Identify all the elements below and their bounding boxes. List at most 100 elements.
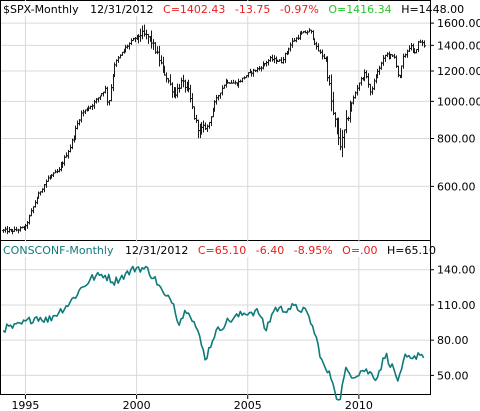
price-bar (34, 200, 37, 208)
price-bar (15, 226, 18, 232)
price-bar (76, 120, 79, 130)
price-bar (176, 83, 179, 98)
price-bar (289, 42, 292, 52)
price-bar (352, 95, 355, 105)
price-bar (382, 55, 385, 66)
price-series (2, 24, 426, 235)
price-bar (265, 60, 268, 67)
price-y-tick-label: 1400.00 (437, 39, 480, 52)
price-bar (393, 53, 396, 59)
price-y-tick-label: 1200.00 (437, 65, 480, 78)
price-bar (284, 52, 287, 64)
price-bar (341, 129, 344, 158)
conf-pct: -8.95% (294, 244, 333, 257)
price-bar (171, 82, 174, 98)
price-bar (197, 119, 200, 139)
price-bar (69, 144, 72, 153)
price-y-tick-label: 800.00 (437, 132, 476, 145)
price-bar (180, 77, 183, 89)
x-tick-label: 1995 (11, 399, 39, 411)
price-bar (110, 84, 113, 102)
price-bar (221, 85, 224, 96)
price-bar (99, 95, 102, 101)
x-tick-labels: 1995 2000 2005 2010 (11, 395, 373, 411)
conf-y-tick-label: 110.00 (437, 299, 476, 312)
conf-date: 12/31/2012 (125, 244, 188, 257)
price-bar (17, 228, 20, 234)
price-bar (417, 40, 420, 53)
price-bar (256, 66, 259, 73)
price-header: $SPX-Monthly 12/31/2012 C=1402.43 -13.75… (3, 3, 464, 16)
price-bar (158, 45, 161, 67)
conf-header: CONSCONF-Monthly 12/31/2012 C=65.10 -6.4… (3, 244, 436, 257)
price-bar (215, 94, 218, 105)
price-panel-frame (0, 0, 431, 241)
price-bar (282, 56, 285, 64)
price-bar (143, 24, 146, 37)
price-bar (104, 85, 107, 94)
grid-layer (1, 0, 430, 395)
price-bar (273, 55, 276, 64)
price-bar (32, 206, 35, 214)
price-bar (4, 226, 7, 233)
conf-high: H=65.10 (387, 244, 436, 257)
price-date: 12/31/2012 (90, 3, 153, 16)
price-bar (130, 38, 133, 45)
price-y-tick-label: 1600.00 (437, 17, 480, 30)
price-bar (321, 49, 324, 60)
price-bar (369, 83, 372, 96)
price-bar (202, 120, 205, 133)
price-bar (91, 103, 94, 111)
price-bar (208, 121, 211, 129)
price-bar (219, 92, 222, 99)
conf-change: -6.40 (256, 244, 284, 257)
price-bar (319, 49, 322, 54)
conf-y-tick-label: 80.00 (437, 334, 469, 347)
price-bar (210, 116, 213, 127)
price-bar (410, 42, 413, 51)
price-bar (189, 84, 192, 103)
price-y-tick-label: 600.00 (437, 180, 476, 193)
price-bar (65, 152, 68, 158)
price-pct: -0.97% (280, 3, 319, 16)
conf-symbol: CONSCONF-Monthly (3, 244, 114, 257)
price-symbol: $SPX-Monthly (3, 3, 79, 16)
price-bar (269, 55, 272, 62)
conf-open: O=.00 (342, 244, 377, 257)
price-bar (306, 30, 309, 35)
price-bar (47, 175, 50, 182)
price-bar (297, 34, 300, 41)
price-bar (156, 46, 159, 55)
x-tick-label: 2005 (234, 399, 262, 411)
price-bar (6, 225, 9, 235)
y-tick-labels: 1600.00 1400.00 1200.00 1000.00 800.00 600.00… (430, 17, 480, 382)
price-bar (117, 55, 120, 63)
conf-series (2, 265, 425, 401)
price-bar (330, 74, 333, 112)
x-tick-label: 2010 (345, 399, 373, 411)
conf-y-tick-label: 140.00 (437, 264, 476, 277)
price-header-bg (1, 1, 429, 16)
conf-panel-frame (0, 240, 431, 395)
price-bar (271, 54, 274, 62)
price-bar (317, 43, 320, 52)
price-bar (332, 91, 335, 116)
price-bar (373, 78, 376, 91)
price-bar (152, 39, 155, 50)
price-bar (400, 65, 403, 78)
price-bar (404, 53, 407, 58)
price-open: O=1416.34 (328, 3, 391, 16)
conf-line (2, 265, 425, 401)
price-bar (241, 77, 244, 83)
price-bar (291, 37, 294, 48)
conf-y-tick-label: 50.00 (437, 369, 469, 382)
price-bar (2, 229, 5, 233)
price-bar (206, 124, 209, 132)
x-tick-label: 2000 (123, 399, 151, 411)
price-bar (193, 106, 196, 120)
price-bar (80, 110, 83, 123)
price-bar (141, 25, 144, 40)
conf-close: C=65.10 (198, 244, 246, 257)
price-bar (371, 86, 374, 95)
price-high: H=1448.00 (401, 3, 464, 16)
